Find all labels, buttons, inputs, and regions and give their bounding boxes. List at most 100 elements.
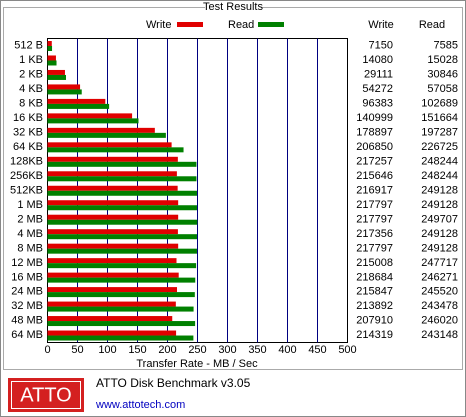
value-label: 213892 — [356, 300, 393, 312]
value-label: 197287 — [421, 127, 458, 139]
value-label: 247717 — [421, 257, 458, 269]
value-label: 217797 — [356, 242, 393, 254]
value-label: 218684 — [356, 271, 393, 283]
x-tick-label: 200 — [158, 344, 176, 356]
legend-label: Read — [228, 19, 254, 31]
y-tick-label: 16 MB — [11, 271, 43, 283]
bar — [47, 156, 178, 162]
bar — [47, 46, 53, 51]
bar — [47, 248, 197, 254]
x-tick-label: 500 — [338, 344, 356, 356]
y-tick-label: 512KB — [10, 184, 43, 196]
value-label: 96383 — [362, 98, 393, 110]
value-label: 217797 — [356, 213, 393, 225]
bar — [47, 132, 166, 138]
x-tick-label: 50 — [71, 344, 83, 356]
y-tick-label: 16 KB — [13, 112, 43, 124]
y-tick-label: 32 MB — [11, 300, 43, 312]
bar — [47, 142, 172, 148]
bar — [47, 103, 110, 109]
bar — [47, 316, 173, 322]
value-label: 215008 — [356, 257, 393, 269]
bar — [47, 330, 177, 336]
value-label: 214319 — [356, 329, 393, 341]
logo-box — [8, 378, 84, 412]
value-label: 249128 — [421, 228, 458, 240]
value-label: 207910 — [356, 315, 393, 327]
group-title-bg — [205, 1, 261, 13]
x-tick-label: 450 — [308, 344, 326, 356]
bar — [47, 69, 65, 75]
value-label: 102689 — [421, 98, 458, 110]
value-label: 206850 — [356, 141, 393, 153]
y-tick-label: 512 B — [14, 40, 43, 52]
x-axis-title: Transfer Rate - MB / Sec — [136, 358, 258, 370]
y-tick-label: 12 MB — [11, 257, 43, 269]
value-label: 246020 — [421, 315, 458, 327]
bar — [47, 301, 176, 307]
y-tick-label: 8 KB — [19, 98, 43, 110]
bar — [47, 272, 179, 278]
logo-text: ATTO — [20, 384, 71, 406]
bar — [47, 118, 139, 124]
bar — [47, 287, 178, 293]
bar — [47, 214, 179, 220]
y-tick-label: 4 MB — [17, 228, 43, 240]
value-label: 7150 — [369, 40, 393, 52]
value-label: 249707 — [421, 213, 458, 225]
value-label: 245520 — [421, 286, 458, 298]
legend-swatch — [177, 22, 203, 27]
y-tick-label: 24 MB — [11, 286, 43, 298]
bar — [47, 98, 106, 104]
y-tick-label: 2 KB — [19, 69, 43, 81]
value-label: 217356 — [356, 228, 393, 240]
value-label: 151664 — [421, 112, 458, 124]
y-tick-label: 64 MB — [11, 329, 43, 341]
bar — [47, 234, 197, 240]
bar — [47, 84, 81, 90]
bar — [47, 277, 196, 283]
bar — [47, 258, 177, 264]
url[interactable]: www.attotech.com — [95, 399, 185, 411]
value-label: 249128 — [421, 184, 458, 196]
bar — [47, 190, 197, 196]
value-label: 215646 — [356, 170, 393, 182]
y-tick-label: 48 MB — [11, 315, 43, 327]
bar — [47, 41, 52, 46]
value-label: 215847 — [356, 286, 393, 298]
x-tick-label: 0 — [44, 344, 50, 356]
value-label: 7585 — [434, 40, 458, 52]
value-label: 178897 — [356, 127, 393, 139]
value-label: 243478 — [421, 300, 458, 312]
value-label: 15028 — [427, 54, 458, 66]
y-tick-label: 64 KB — [13, 141, 43, 153]
x-tick-label: 300 — [218, 344, 236, 356]
product-name: ATTO Disk Benchmark v3.05 — [96, 376, 251, 390]
column-header: Read — [419, 19, 445, 31]
value-label: 30846 — [427, 69, 458, 81]
bar — [47, 161, 197, 167]
bar — [47, 219, 198, 225]
y-tick-label: 256KB — [10, 170, 43, 182]
value-label: 217257 — [356, 155, 393, 167]
bar — [47, 335, 194, 341]
value-label: 54272 — [362, 83, 393, 95]
legend-label: Write — [146, 19, 171, 31]
bar — [47, 74, 67, 80]
value-label: 249128 — [421, 242, 458, 254]
legend-swatch — [258, 22, 284, 27]
value-label: 217797 — [356, 199, 393, 211]
x-tick-label: 100 — [98, 344, 116, 356]
bar — [47, 263, 197, 269]
bar — [47, 229, 178, 235]
value-label: 57058 — [427, 83, 458, 95]
bar — [47, 306, 194, 312]
bar — [47, 200, 179, 206]
chart-title: Test Results — [203, 1, 263, 13]
value-label: 246271 — [421, 271, 458, 283]
bar — [47, 243, 179, 249]
bar — [47, 205, 197, 211]
y-tick-label: 4 KB — [19, 83, 43, 95]
value-label: 29111 — [364, 69, 393, 81]
